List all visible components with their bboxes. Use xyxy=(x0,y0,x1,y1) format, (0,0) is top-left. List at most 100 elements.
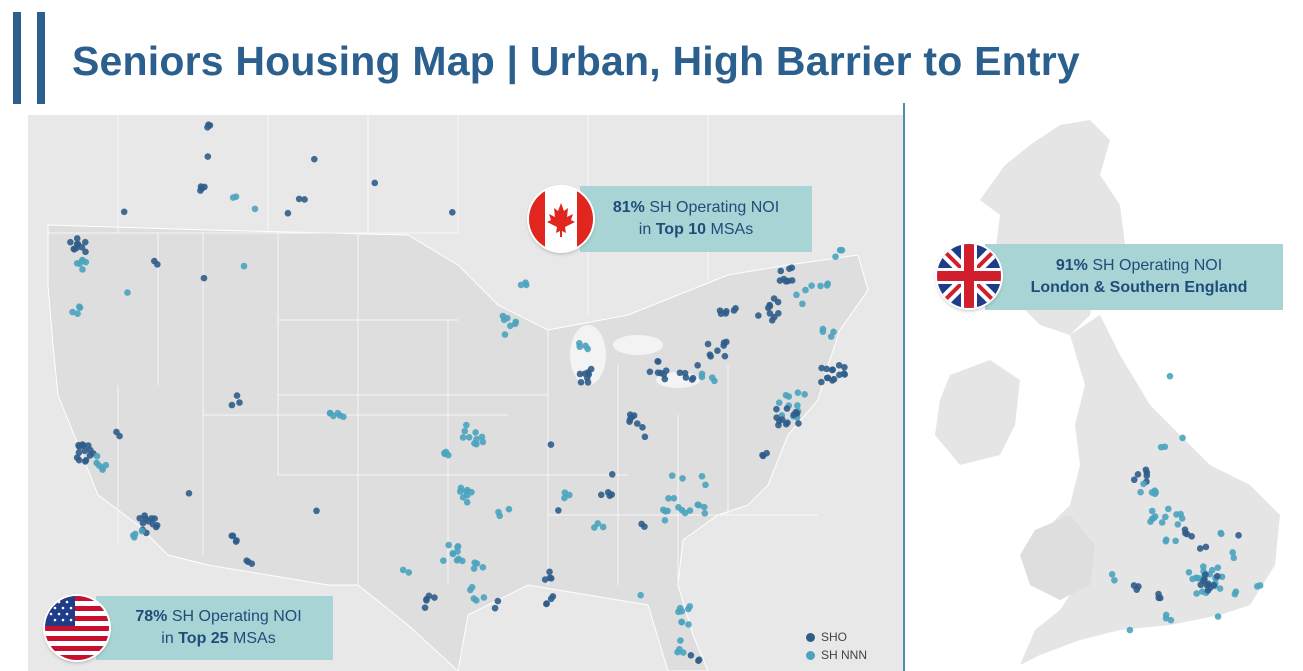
sho-marker xyxy=(1142,466,1150,474)
sh-nnn-marker xyxy=(98,464,106,471)
sh-nnn-marker xyxy=(1157,443,1165,451)
sho-marker xyxy=(783,405,791,412)
sho-marker xyxy=(1188,532,1195,540)
sho-marker xyxy=(547,575,555,582)
sho-marker xyxy=(228,401,236,409)
sh-nnn-marker xyxy=(1173,511,1180,518)
sh-nnn-marker xyxy=(670,494,678,502)
sh-nnn-marker xyxy=(512,318,520,326)
sho-marker xyxy=(768,317,776,324)
uk-pct: 91% xyxy=(1055,257,1088,274)
sh-nnn-marker xyxy=(449,550,457,558)
sh-nnn-marker xyxy=(1151,513,1159,520)
us-landmass xyxy=(47,224,869,671)
sh-nnn-marker xyxy=(73,260,81,267)
sho-marker xyxy=(67,238,74,246)
sh-nnn-marker xyxy=(1232,588,1240,595)
sho-marker xyxy=(773,405,780,413)
ireland-landmass xyxy=(935,360,1020,465)
sho-marker xyxy=(1130,476,1138,484)
sh-nnn-marker xyxy=(1193,590,1200,597)
sho-marker xyxy=(639,423,646,431)
sh-nnn-marker xyxy=(232,193,240,200)
sho-marker xyxy=(638,520,645,528)
sho-marker xyxy=(688,376,696,383)
us-text2a: in xyxy=(161,630,179,647)
sh-nnn-marker xyxy=(1229,549,1236,556)
sh-nnn-marker xyxy=(251,205,259,213)
sh-nnn-marker xyxy=(830,328,837,336)
sh-nnn-marker xyxy=(1174,521,1182,528)
sho-marker xyxy=(200,274,208,282)
sh-nnn-marker xyxy=(459,434,467,441)
sh-nnn-marker xyxy=(240,262,248,270)
property-markers xyxy=(67,121,849,665)
sho-marker xyxy=(311,155,318,163)
sho-marker xyxy=(707,353,714,360)
sh-nnn-marker xyxy=(463,486,471,494)
sh-nnn-marker xyxy=(1189,575,1196,583)
sh-nnn-marker xyxy=(466,586,474,594)
sho-marker xyxy=(421,604,429,611)
sh-nnn-marker xyxy=(463,421,470,429)
sh-nnn-marker xyxy=(799,300,806,308)
sho-marker xyxy=(139,519,147,527)
sho-marker xyxy=(841,371,849,378)
sho-marker xyxy=(113,428,120,436)
sho-marker xyxy=(204,153,212,160)
sh-nnn-marker xyxy=(599,523,607,531)
sho-marker xyxy=(197,183,205,190)
sh-nnn-marker xyxy=(1214,613,1222,620)
sho-marker xyxy=(1214,572,1221,580)
sh-nnn-marker xyxy=(1185,568,1193,576)
sho-marker xyxy=(81,238,89,246)
sho-marker xyxy=(185,490,193,497)
sh-nnn-marker xyxy=(470,565,478,572)
sh-nnn-marker xyxy=(1217,530,1225,538)
sho-marker xyxy=(120,208,128,216)
sho-marker xyxy=(81,458,89,465)
uk-property-markers xyxy=(1108,372,1264,634)
sho-marker xyxy=(449,208,456,216)
sh-nnn-marker xyxy=(708,374,716,381)
legend-sho-label: SHO xyxy=(821,630,848,644)
canada-text2b: Top 10 xyxy=(655,221,707,238)
sho-marker xyxy=(78,243,86,251)
sh-nnn-marker xyxy=(832,253,839,260)
sh-nnn-marker xyxy=(1230,554,1238,562)
sho-marker xyxy=(786,265,793,272)
sho-marker xyxy=(766,301,773,309)
sho-marker xyxy=(79,441,86,448)
sho-marker xyxy=(608,491,616,498)
sho-marker xyxy=(82,248,89,256)
sho-marker xyxy=(608,471,616,478)
sh-nnn-marker xyxy=(138,527,146,535)
sh-nnn-marker xyxy=(702,481,709,489)
sho-marker xyxy=(233,392,241,399)
sho-marker xyxy=(660,370,668,378)
title-accent-bar-1 xyxy=(13,12,21,104)
sho-marker xyxy=(732,305,739,312)
sh-nnn-marker xyxy=(1200,563,1207,570)
sh-nnn-marker xyxy=(679,475,686,482)
sh-nnn-marker xyxy=(1166,372,1174,380)
sho-marker xyxy=(759,451,766,459)
sho-marker xyxy=(431,594,438,601)
sho-marker xyxy=(141,512,148,519)
sh-nnn-marker xyxy=(1172,537,1179,545)
sh-nnn-marker xyxy=(684,605,692,613)
sh-nnn-marker xyxy=(1147,518,1154,525)
sh-nnn-marker xyxy=(794,389,802,396)
sh-nnn-marker xyxy=(1108,571,1116,578)
sho-marker xyxy=(149,520,157,528)
sho-marker xyxy=(704,340,712,348)
sho-marker xyxy=(581,370,589,378)
uk-text1: SH Operating NOI xyxy=(1087,257,1223,274)
sh-nnn-marker xyxy=(129,532,137,539)
sh-nnn-marker xyxy=(1165,505,1172,513)
sho-marker xyxy=(73,240,81,248)
sh-nnn-marker xyxy=(662,508,669,515)
wales-landmass xyxy=(1020,515,1095,600)
sho-marker xyxy=(1155,594,1163,602)
sh-nnn-marker xyxy=(465,434,473,441)
